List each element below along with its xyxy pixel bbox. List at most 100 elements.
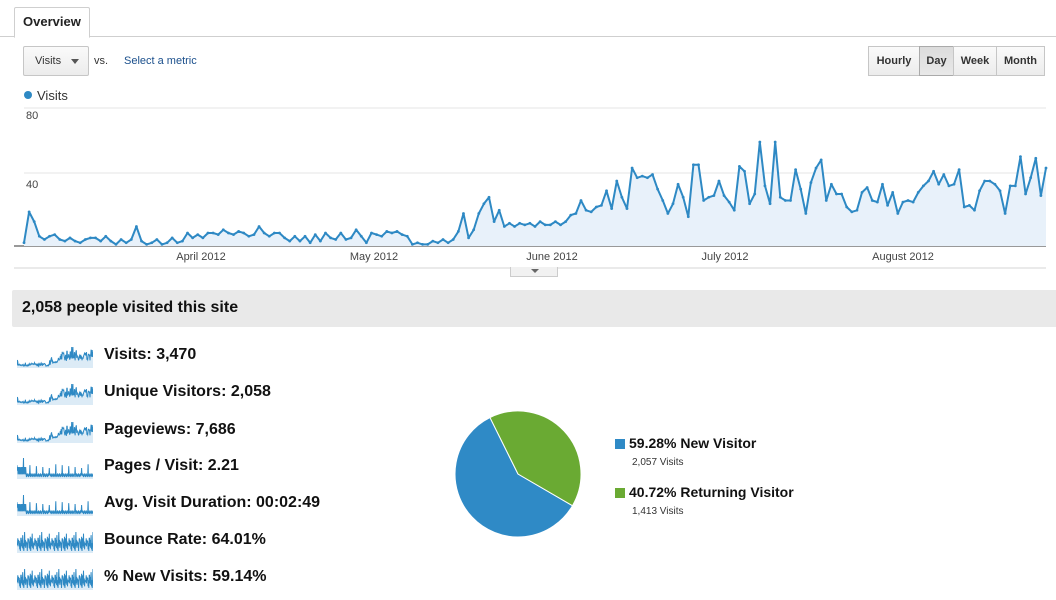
visits-data-point[interactable] — [901, 200, 905, 204]
pie-slice-returning-visitor[interactable] — [489, 410, 582, 507]
visits-data-point[interactable] — [523, 223, 527, 227]
visits-data-point[interactable] — [651, 173, 654, 176]
visits-data-point[interactable] — [967, 203, 971, 207]
visits-data-point[interactable] — [615, 179, 619, 183]
visits-data-point[interactable] — [911, 200, 915, 204]
visits-data-point[interactable] — [569, 213, 573, 217]
visits-data-point[interactable] — [584, 208, 588, 212]
visits-data-point[interactable] — [753, 192, 757, 196]
metric-visits[interactable]: Visits: 3,470 — [104, 346, 197, 363]
visits-data-point[interactable] — [768, 202, 772, 206]
visits-data-point[interactable] — [160, 242, 164, 246]
visits-data-point[interactable] — [865, 186, 869, 189]
visits-data-point[interactable] — [278, 231, 281, 235]
visits-data-point[interactable] — [83, 238, 87, 241]
visits-data-point[interactable] — [37, 234, 41, 238]
visits-data-point[interactable] — [1003, 212, 1007, 215]
visits-data-point[interactable] — [881, 182, 884, 186]
visits-data-point[interactable] — [293, 234, 297, 238]
visits-data-point[interactable] — [1034, 156, 1038, 160]
visits-data-point[interactable] — [135, 225, 138, 228]
visits-data-point[interactable] — [1024, 192, 1027, 196]
visits-data-point[interactable] — [635, 176, 639, 180]
visits-data-point[interactable] — [191, 236, 195, 240]
visits-data-point[interactable] — [727, 200, 731, 204]
visits-data-point[interactable] — [840, 192, 843, 196]
visits-data-point[interactable] — [600, 203, 603, 207]
visits-data-point[interactable] — [875, 200, 879, 204]
visits-data-point[interactable] — [145, 242, 149, 246]
visits-data-point[interactable] — [446, 241, 450, 245]
visits-data-point[interactable] — [390, 231, 394, 235]
visits-data-point[interactable] — [743, 169, 746, 173]
visits-data-point[interactable] — [666, 212, 670, 215]
sparkline-pages-per-visit[interactable] — [17, 455, 93, 479]
sparkline-unique-visitors[interactable] — [17, 381, 93, 405]
visits-data-point[interactable] — [927, 179, 930, 183]
visits-data-point[interactable] — [962, 205, 966, 209]
visits-data-point[interactable] — [574, 212, 578, 215]
visits-data-point[interactable] — [886, 203, 889, 207]
visits-data-point[interactable] — [732, 208, 736, 212]
visits-data-point[interactable] — [247, 234, 251, 238]
granularity-week-button[interactable]: Week — [953, 46, 997, 76]
visits-data-point[interactable] — [707, 195, 711, 199]
chart-resize-handle[interactable] — [510, 267, 558, 277]
visits-data-point[interactable] — [216, 233, 220, 237]
visits-data-point[interactable] — [395, 229, 399, 233]
visits-data-point[interactable] — [339, 231, 343, 235]
visits-data-point[interactable] — [681, 195, 685, 199]
visits-data-point[interactable] — [773, 140, 777, 144]
visits-data-point[interactable] — [221, 228, 225, 232]
visits-data-point[interactable] — [528, 221, 532, 225]
visits-data-point[interactable] — [242, 231, 246, 235]
sparkline-avg-visit-duration[interactable] — [17, 492, 93, 516]
visits-data-point[interactable] — [748, 202, 752, 206]
visits-data-point[interactable] — [804, 212, 808, 215]
visits-data-point[interactable] — [451, 238, 455, 241]
visits-data-point[interactable] — [508, 221, 511, 225]
visits-data-point[interactable] — [324, 231, 327, 235]
metric-avg-visit-duration[interactable]: Avg. Visit Duration: 00:02:49 — [104, 494, 321, 511]
visits-data-point[interactable] — [109, 239, 113, 243]
visits-data-point[interactable] — [630, 166, 634, 170]
visits-data-point[interactable] — [794, 168, 798, 172]
visits-data-point[interactable] — [589, 210, 593, 214]
visits-data-point[interactable] — [610, 207, 614, 211]
visits-data-point[interactable] — [758, 140, 762, 144]
visits-data-point[interactable] — [318, 239, 322, 243]
visits-data-point[interactable] — [1013, 184, 1017, 188]
visits-data-point[interactable] — [620, 195, 624, 199]
visits-data-point[interactable] — [298, 239, 302, 243]
granularity-day-button[interactable]: Day — [919, 46, 954, 76]
visits-data-point[interactable] — [1008, 184, 1012, 188]
visits-data-point[interactable] — [518, 221, 522, 225]
visits-data-point[interactable] — [237, 229, 241, 233]
visits-data-point[interactable] — [717, 179, 721, 183]
visits-data-point[interactable] — [799, 187, 803, 191]
visits-data-point[interactable] — [94, 236, 97, 240]
visits-data-point[interactable] — [334, 238, 338, 241]
visits-data-point[interactable] — [201, 236, 205, 240]
visits-data-point[interactable] — [175, 241, 179, 245]
visits-data-point[interactable] — [513, 225, 516, 228]
visits-data-point[interactable] — [426, 242, 430, 246]
sparkline-new-visits[interactable] — [17, 566, 93, 590]
pie-legend-returning-visitor[interactable]: 40.72% Returning Visitor — [629, 484, 794, 500]
visits-data-point[interactable] — [22, 241, 26, 245]
visits-data-point[interactable] — [27, 210, 31, 214]
visits-data-point[interactable] — [43, 238, 46, 241]
visits-data-point[interactable] — [262, 231, 266, 235]
visits-data-point[interactable] — [942, 173, 946, 176]
visits-data-point[interactable] — [932, 169, 935, 173]
visitor-type-pie-chart[interactable] — [454, 410, 582, 538]
visits-data-point[interactable] — [232, 233, 235, 237]
visits-data-point[interactable] — [119, 238, 123, 241]
granularity-month-button[interactable]: Month — [996, 46, 1045, 76]
visits-data-point[interactable] — [896, 212, 900, 215]
visits-data-point[interactable] — [170, 236, 174, 240]
visits-data-point[interactable] — [385, 229, 389, 233]
visits-data-point[interactable] — [267, 234, 271, 238]
metric-new-visits[interactable]: % New Visits: 59.14% — [104, 568, 267, 585]
visits-data-point[interactable] — [211, 231, 215, 235]
